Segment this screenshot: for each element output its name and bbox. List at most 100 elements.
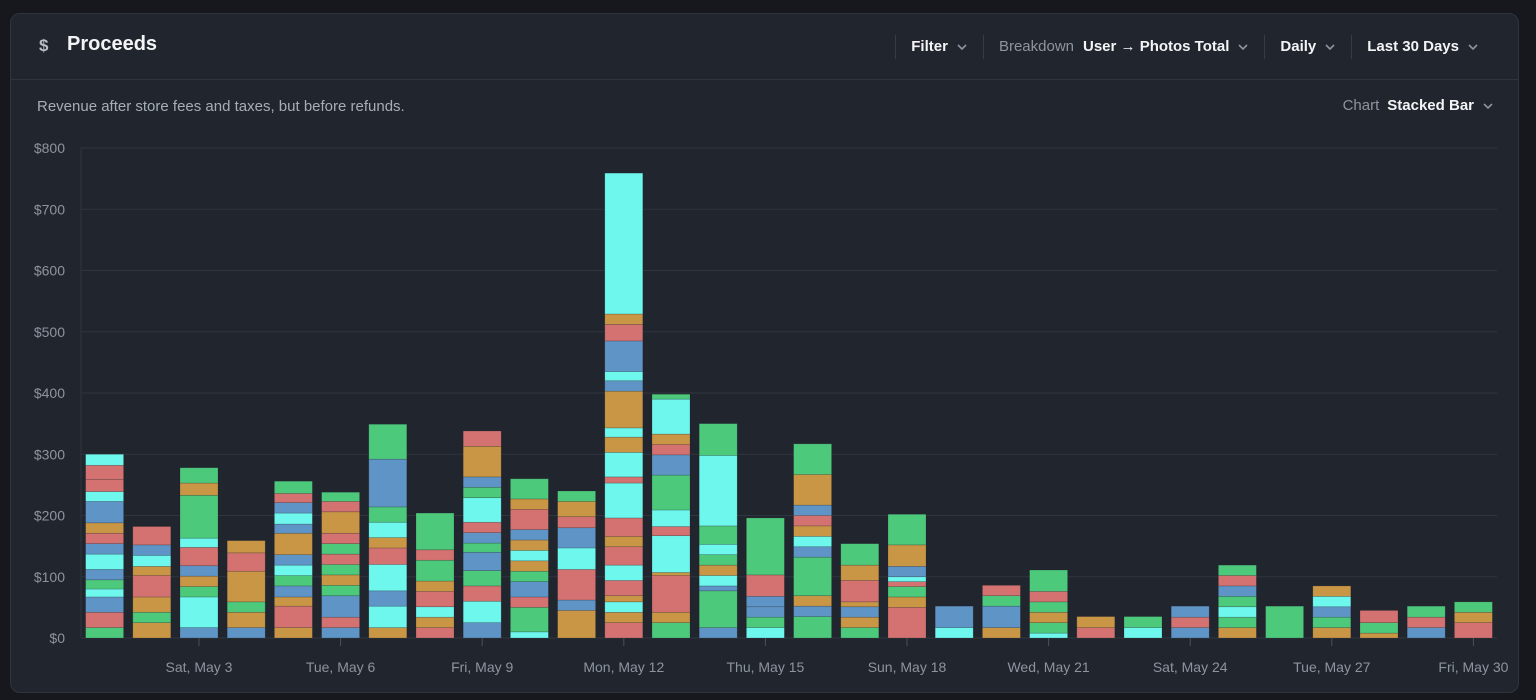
bar-segment [651, 572, 691, 576]
chart-type-dropdown[interactable]: Chart Stacked Bar [1343, 97, 1494, 114]
bar-segment [840, 580, 880, 603]
bar-segment [887, 607, 927, 639]
bar-segment [368, 506, 408, 523]
x-tick-label: Wed, May 21 [1007, 659, 1089, 675]
bar-segment [321, 595, 360, 618]
card-header: $ Proceeds Filter Breakdown User → Photo… [11, 14, 1518, 80]
bar-segment [651, 474, 691, 511]
bar-segment [604, 324, 644, 342]
bar-segment [604, 380, 644, 392]
bar-segment [604, 601, 644, 613]
bar-segment [510, 509, 549, 530]
bar-segment [85, 569, 124, 581]
bar-segment [1454, 622, 1493, 639]
bar-segment [321, 553, 360, 565]
bar-segment [1406, 616, 1446, 628]
bar-segment [793, 515, 832, 527]
bar-segment [179, 482, 219, 496]
bar-segment [1218, 575, 1257, 587]
x-tick-label: Sat, May 3 [166, 659, 233, 675]
filter-dropdown[interactable]: Filter [895, 34, 983, 59]
bar-segment [179, 467, 219, 484]
bar-segment [1312, 627, 1352, 639]
range-dropdown[interactable]: Last 30 Days [1351, 34, 1494, 59]
bar-segment [510, 581, 549, 598]
bar-segment [368, 458, 408, 508]
bar-segment [793, 525, 832, 537]
bar-segment [604, 476, 644, 484]
bar-segment [651, 444, 691, 456]
bar-segment [462, 532, 502, 544]
x-tick-label: Thu, May 15 [726, 659, 804, 675]
bar-segment [651, 526, 691, 537]
bar-segment [510, 596, 549, 608]
bar-segment [321, 585, 360, 597]
bar-segment [510, 478, 549, 500]
bar-segment [85, 491, 124, 502]
bar-segment [1406, 627, 1446, 639]
bar-segment [274, 596, 313, 607]
bar-segment [793, 556, 832, 597]
bar-segment [368, 547, 408, 565]
page-title: Proceeds [67, 33, 158, 55]
bar-segment [415, 549, 455, 561]
bar-segment [1029, 569, 1068, 592]
bar-segment [226, 611, 266, 628]
bar-segment [132, 555, 172, 567]
bar-segment [415, 559, 455, 582]
bar-segment [651, 622, 691, 639]
bar-segment [132, 544, 172, 556]
bar-segment [982, 627, 1021, 639]
bar-segment [1218, 616, 1257, 628]
bar-segment [651, 611, 691, 623]
bar-segment [604, 622, 644, 639]
breakdown-dropdown[interactable]: Breakdown User → Photos Total [982, 34, 1264, 59]
bar-segment [1454, 611, 1493, 623]
bar-segment [179, 596, 219, 628]
bar-segment [510, 539, 549, 551]
y-tick-label: $400 [34, 385, 65, 401]
bar-segment [604, 390, 644, 429]
bar-segment [510, 570, 549, 582]
bar-segment [604, 172, 644, 315]
y-tick-label: $500 [34, 324, 65, 340]
x-tick-label: Sun, May 18 [868, 659, 947, 675]
bar-segment [1170, 605, 1210, 618]
bar-segment [604, 517, 644, 537]
bar-segment [698, 423, 738, 456]
bar-segment [840, 543, 880, 566]
bar-segment [321, 532, 360, 544]
bar-segment [557, 516, 596, 529]
bar-segment [793, 504, 832, 516]
bar-segment [746, 627, 785, 639]
bar-segment [887, 576, 927, 582]
y-tick-label: $0 [49, 630, 65, 646]
y-tick-label: $300 [34, 446, 65, 462]
bar-segment [462, 487, 502, 499]
bar-segment [321, 501, 360, 513]
filter-label: Filter [911, 38, 948, 55]
bar-segment [274, 627, 313, 639]
bar-segment [793, 546, 832, 558]
x-tick-label: Fri, May 9 [451, 659, 513, 675]
bar-segment [1359, 610, 1399, 623]
interval-dropdown[interactable]: Daily [1264, 34, 1351, 59]
bar-segment [887, 544, 927, 567]
chevron-down-icon [957, 43, 967, 50]
bar-segment [557, 501, 596, 518]
bar-segment [604, 452, 644, 478]
bar-segment [462, 521, 502, 533]
bar-segment [651, 454, 691, 476]
y-tick-label: $600 [34, 263, 65, 279]
bar-segment [604, 611, 644, 623]
bar-segment [132, 596, 172, 613]
bar-segment [1218, 585, 1257, 597]
bar-segment [179, 627, 219, 639]
bar-segment [982, 595, 1021, 607]
bar-segment [840, 564, 880, 581]
bar-segment [274, 554, 313, 566]
bar-segment [793, 443, 832, 475]
range-value: Last 30 Days [1367, 38, 1459, 55]
bar-segment [698, 575, 738, 587]
bar-segment [651, 398, 691, 435]
